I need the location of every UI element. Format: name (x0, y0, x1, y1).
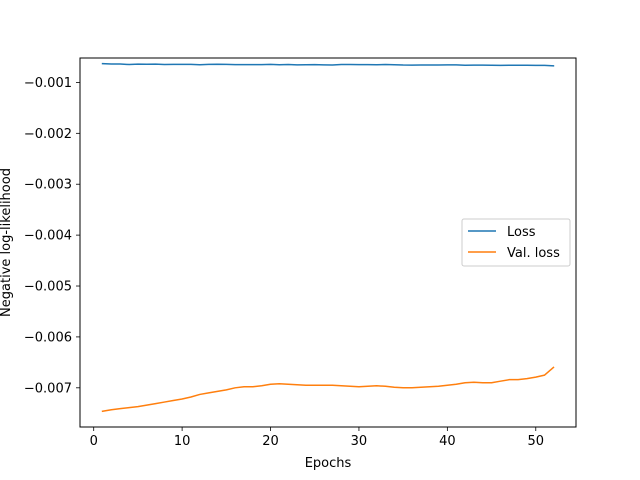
x-axis: 0 10 20 30 40 50 (90, 427, 544, 449)
y-tick-label: −0.001 (24, 76, 72, 91)
series-line-1 (101, 366, 555, 413)
y-tick-label: −0.002 (24, 127, 72, 142)
y-axis-label: Negative log-likelihood (0, 168, 14, 317)
y-tick-label: −0.007 (24, 381, 72, 396)
y-tick-label: −0.005 (24, 280, 72, 295)
legend-label: Val. loss (507, 246, 560, 261)
y-tick-label: −0.006 (24, 330, 72, 345)
x-tick-label: 0 (90, 434, 98, 449)
y-tick-label: −0.003 (24, 178, 72, 193)
series-line-0 (101, 62, 555, 67)
plot-lines (101, 62, 555, 413)
x-tick-label: 10 (174, 434, 191, 449)
x-axis-label: Epochs (305, 456, 352, 471)
legend-label: Loss (507, 225, 536, 240)
plot-area-frame (79, 57, 577, 428)
y-axis: −0.007 −0.006 −0.005 −0.004 −0.003 −0.002 −0.0… (24, 76, 80, 396)
legend: Loss Val. loss (461, 218, 571, 267)
x-tick-label: 50 (527, 434, 544, 449)
x-tick-label: 20 (262, 434, 279, 449)
x-tick-label: 40 (439, 434, 456, 449)
x-tick-label: 30 (351, 434, 368, 449)
y-tick-label: −0.004 (24, 229, 72, 244)
